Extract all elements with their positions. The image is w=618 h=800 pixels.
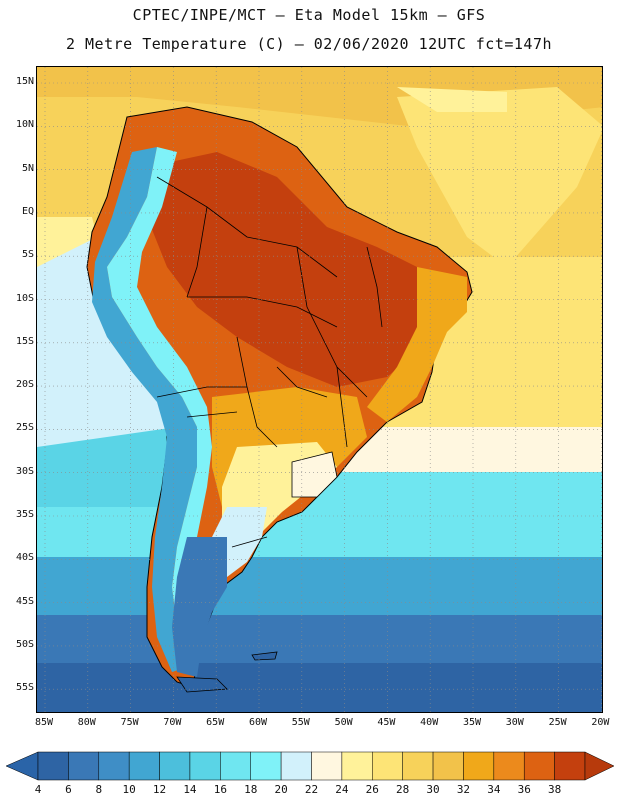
colorbar-swatch (463, 751, 495, 781)
colorbar-label: 10 (122, 783, 136, 796)
ocean-southern-band (37, 663, 602, 712)
andes-cold-strip (92, 147, 197, 672)
colorbar-label: 12 (152, 783, 167, 796)
colorbar-swatch (250, 751, 282, 781)
lon-label: 75W (120, 717, 139, 728)
lon-label: 65W (206, 717, 225, 728)
lat-label: 55S (15, 682, 34, 694)
colorbar-swatch (493, 751, 525, 781)
lon-label: 55W (291, 717, 310, 728)
lat-label: 5N (21, 162, 34, 174)
lon-label: 25W (548, 717, 567, 728)
lat-label: 20S (15, 379, 34, 391)
falkland-islands (251, 651, 278, 661)
lat-label: 45S (15, 595, 34, 607)
lon-label: 50W (334, 717, 353, 728)
temperature-colorbar (5, 751, 615, 781)
lon-label: 35W (462, 717, 482, 728)
colorbar-swatch (280, 751, 312, 781)
colorbar-label: 30 (426, 783, 440, 796)
atlantic-warm-arc (397, 87, 602, 267)
colorbar-under-arrow (5, 751, 39, 781)
lat-label: 15S (15, 335, 34, 347)
lat-label: 10N (15, 119, 34, 131)
lat-label: 30S (15, 465, 34, 477)
map-title: CPTEC/INPE/MCT – Eta Model 15km – GFS (132, 6, 486, 24)
colorbar-swatch (68, 751, 100, 781)
colorbar-swatch (402, 751, 434, 781)
lon-label: 45W (377, 717, 396, 728)
colorbar-label: 16 (213, 783, 227, 796)
lon-label: 60W (248, 717, 268, 728)
graticule (37, 67, 602, 712)
tierra-del-fuego (176, 676, 228, 693)
lon-label: 85W (34, 717, 54, 728)
colorbar-swatch (432, 751, 464, 781)
lat-label: EQ (21, 205, 34, 217)
andes-cool-edge (107, 147, 212, 667)
colorbar-label: 20 (274, 783, 288, 796)
uruguay-region (291, 451, 338, 498)
colorbar-over-arrow (584, 751, 615, 781)
colorbar-label: 24 (335, 783, 349, 796)
colorbar-swatch (98, 751, 130, 781)
lon-label: 20W (591, 717, 610, 728)
ocean-cool-band (37, 557, 602, 617)
map-panel (36, 66, 603, 713)
lat-label: 35S (15, 509, 34, 520)
colorbar-label: 28 (396, 783, 410, 796)
lat-label: 15N (15, 76, 34, 87)
lon-label: 70W (163, 717, 182, 728)
colorbar-label: 4 (34, 783, 42, 796)
colorbar-label: 34 (487, 783, 501, 796)
map-subtitle: 2 Metre Temperature (C) – 02/06/2020 12U… (65, 35, 553, 53)
colorbar-label: 6 (65, 783, 72, 796)
colorbar-label: 22 (304, 783, 319, 796)
lat-label: 10S (15, 292, 34, 304)
colorbar-swatch (523, 751, 555, 781)
colorbar-label: 26 (365, 783, 379, 796)
colorbar-swatch (311, 751, 343, 781)
colorbar-swatch (159, 751, 191, 781)
colorbar-swatch (37, 751, 69, 781)
colorbar-swatch (372, 751, 403, 781)
pacific-cool-tongue (37, 227, 177, 487)
atlantic-pale-patch (397, 87, 507, 112)
colorbar-label: 18 (244, 783, 258, 796)
colorbar-label: 32 (456, 783, 471, 796)
colorbar-swatch (341, 751, 373, 781)
lat-label: 50S (15, 638, 34, 650)
colorbar-label: 38 (547, 783, 562, 796)
lat-label: 25S (15, 422, 34, 434)
lat-label: 5S (21, 249, 34, 261)
lon-label: 80W (77, 717, 96, 728)
amazon-hot-core (147, 152, 432, 387)
colorbar-label: 8 (95, 783, 103, 796)
lon-label: 30W (505, 717, 524, 728)
country-borders (156, 176, 383, 548)
colorbar-swatch (554, 751, 586, 781)
ocean-cold-band (37, 615, 602, 665)
colorbar-swatch (189, 751, 221, 781)
pacific-warm-patch (37, 217, 97, 267)
colorbar-label: 14 (183, 783, 197, 796)
brazil-coastal-warm (367, 267, 467, 422)
lon-label: 40W (420, 717, 439, 728)
patagonia-cold-zone (172, 537, 227, 677)
lat-label: 40S (15, 552, 34, 564)
temperature-map (37, 67, 602, 712)
colorbar-swatch (220, 751, 251, 781)
pacific-mid-band (37, 427, 197, 507)
colorbar-swatch (128, 751, 160, 781)
colorbar-label: 36 (517, 783, 531, 796)
